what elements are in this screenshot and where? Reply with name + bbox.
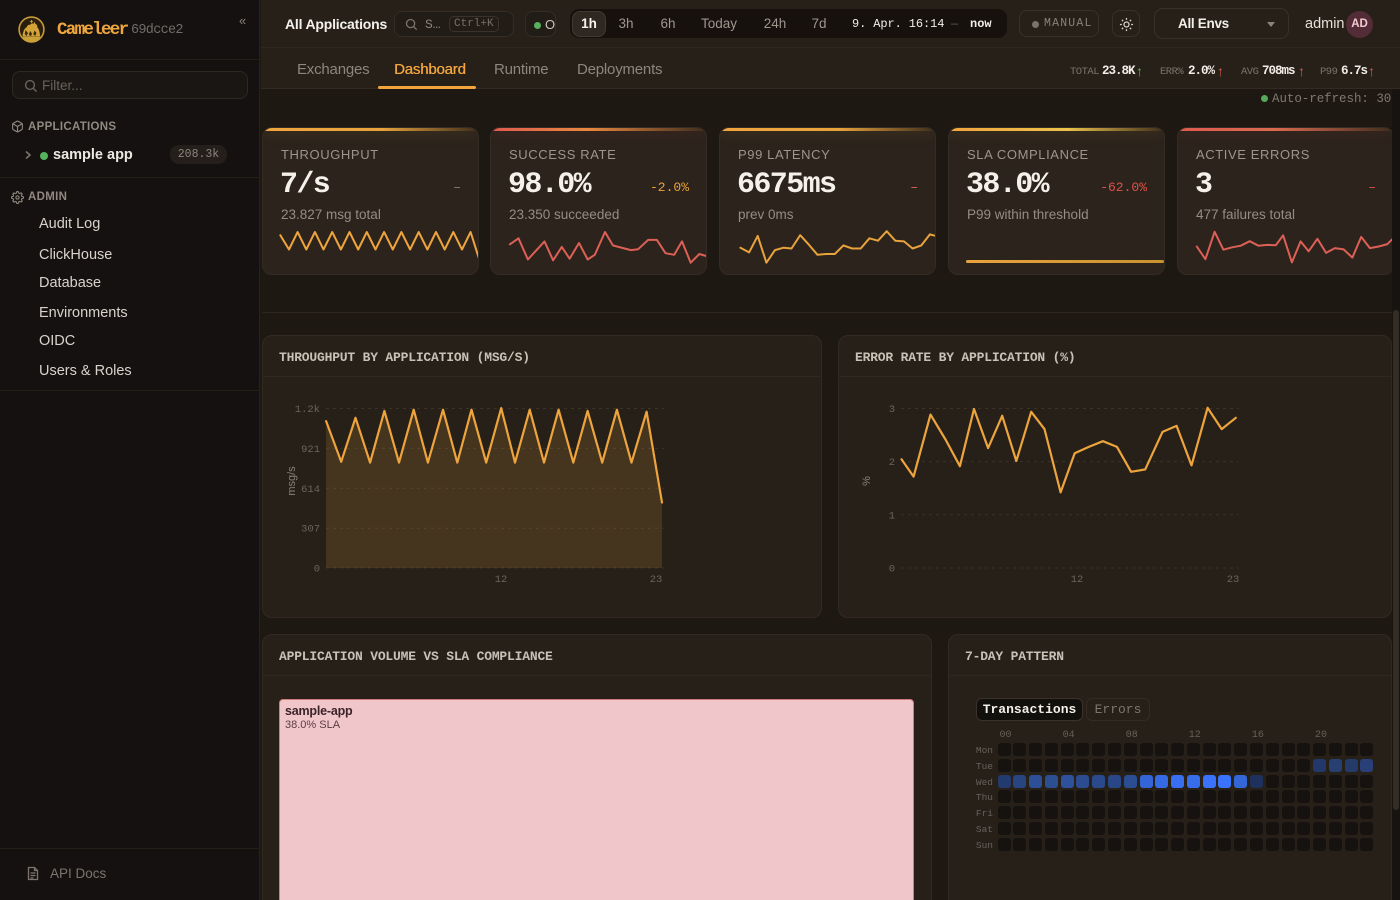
svg-text:2: 2 <box>889 457 895 469</box>
svg-text:1.2k: 1.2k <box>295 404 320 416</box>
svg-text:msg/s: msg/s <box>286 466 298 496</box>
svg-text:0: 0 <box>889 564 895 576</box>
svg-text:307: 307 <box>301 524 320 536</box>
svg-text:3: 3 <box>889 404 895 416</box>
svg-text:1: 1 <box>889 510 895 522</box>
svg-text:921: 921 <box>301 444 320 456</box>
svg-text:0: 0 <box>314 564 320 576</box>
svg-text:12: 12 <box>495 574 508 586</box>
svg-text:12: 12 <box>1071 574 1084 586</box>
svg-text:614: 614 <box>301 484 320 496</box>
svg-text:%: % <box>861 476 873 486</box>
svg-text:23: 23 <box>1227 574 1240 586</box>
svg-text:23: 23 <box>650 574 663 586</box>
